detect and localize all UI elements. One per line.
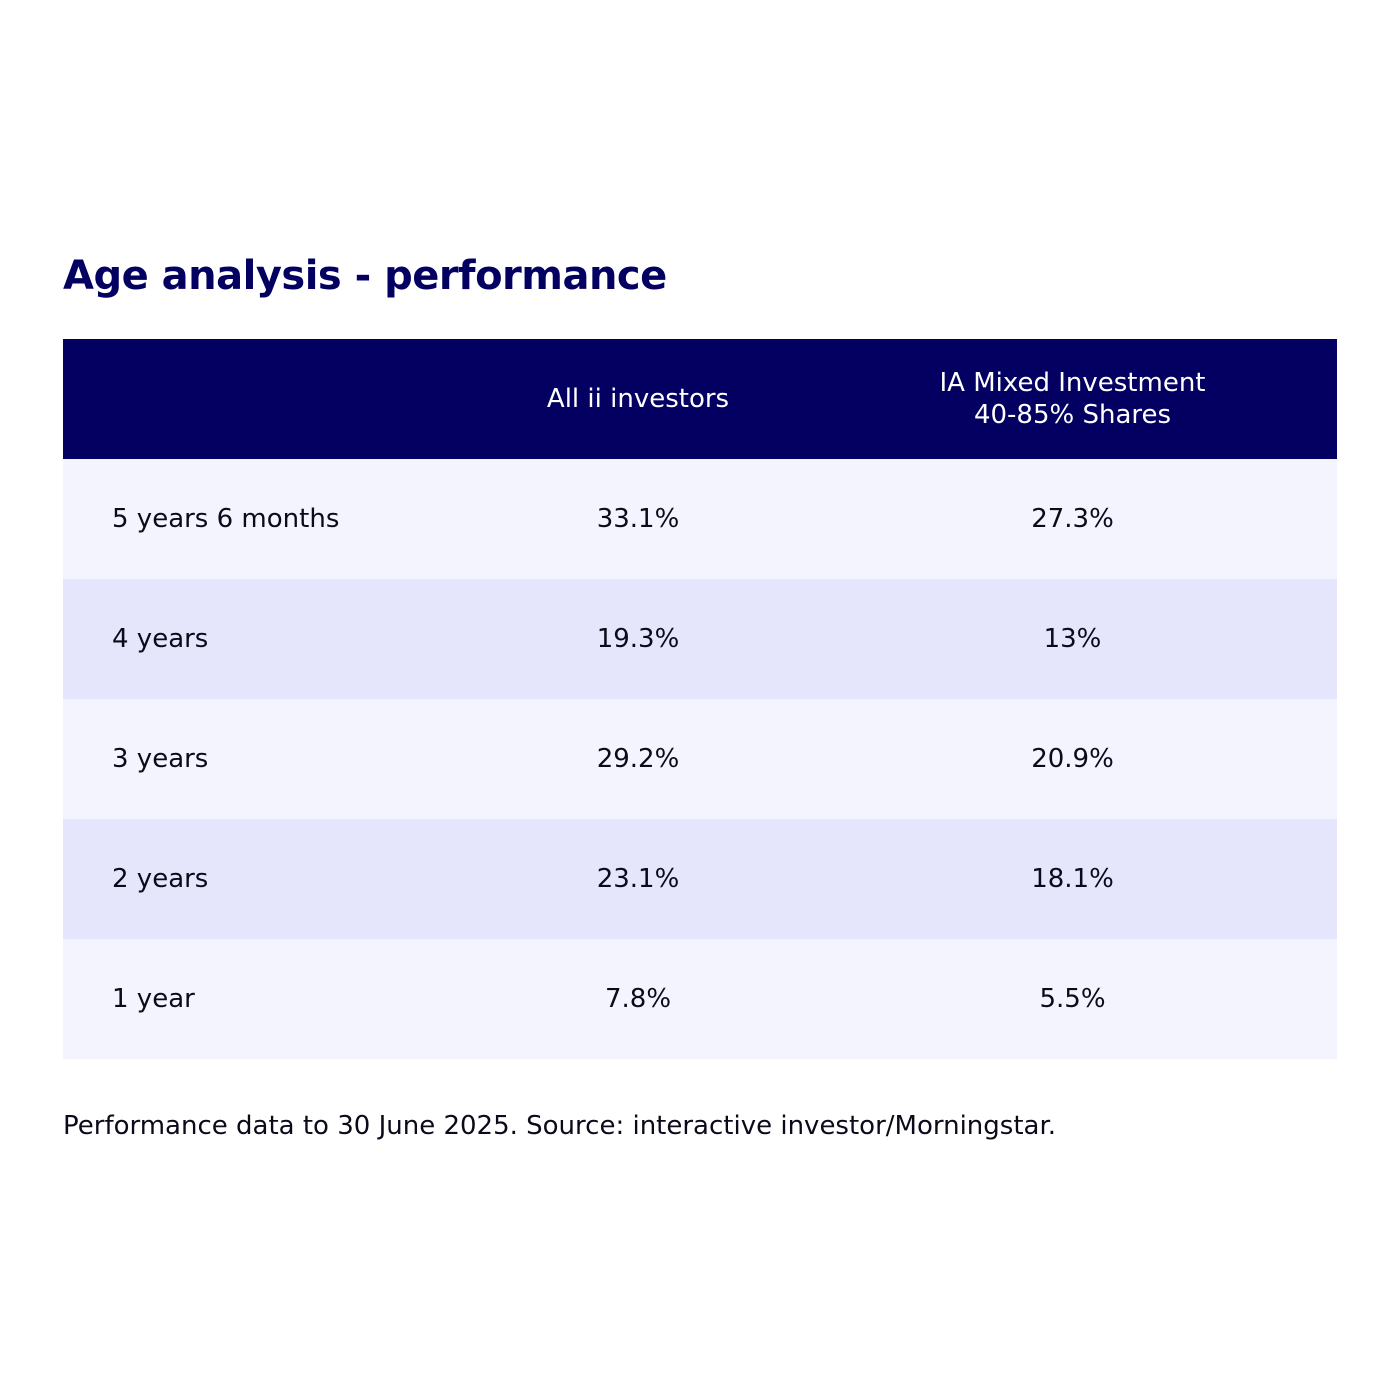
ia-mixed-value-cell: 18.1% <box>808 819 1337 939</box>
row-label-cell: 2 years <box>63 819 468 939</box>
row-label: 4 years <box>112 624 209 654</box>
ia-mixed-value: 27.3% <box>1031 504 1114 534</box>
all-ii-value: 23.1% <box>596 864 680 894</box>
row-label: 1 year <box>112 984 195 1014</box>
ia-mixed-value-cell: 13% <box>808 579 1337 699</box>
all-ii-value-cell: 33.1% <box>468 459 808 579</box>
ia-mixed-value: 5.5% <box>1039 984 1106 1014</box>
table-header-row: All ii investors IA Mixed Investment 40-… <box>63 339 1337 459</box>
row-label-cell: 3 years <box>63 699 468 819</box>
all-ii-value-cell: 7.8% <box>468 939 808 1059</box>
source-footnote: Performance data to 30 June 2025. Source… <box>63 1111 1057 1141</box>
all-ii-value-cell: 29.2% <box>468 699 808 819</box>
all-ii-value: 29.2% <box>596 744 680 774</box>
ia-mixed-value-cell: 27.3% <box>808 459 1337 579</box>
header-label-ia-mixed-investment: IA Mixed Investment 40-85% Shares <box>939 368 1206 430</box>
row-label: 3 years <box>112 744 209 774</box>
performance-table: All ii investors IA Mixed Investment 40-… <box>63 339 1337 1059</box>
all-ii-value-cell: 23.1% <box>468 819 808 939</box>
table-row: 1 year 7.8% 5.5% <box>63 939 1337 1059</box>
table-row: 2 years 23.1% 18.1% <box>63 819 1337 939</box>
page-title: Age analysis - performance <box>63 253 667 299</box>
ia-mixed-value: 18.1% <box>1031 864 1114 894</box>
row-label-cell: 4 years <box>63 579 468 699</box>
row-label: 5 years 6 months <box>112 504 340 534</box>
all-ii-value: 7.8% <box>604 984 672 1014</box>
header-label-all-ii-investors: All ii investors <box>546 384 730 414</box>
table-row: 3 years 29.2% 20.9% <box>63 699 1337 819</box>
row-label-cell: 5 years 6 months <box>63 459 468 579</box>
ia-mixed-value: 13% <box>1043 624 1102 654</box>
all-ii-value-cell: 19.3% <box>468 579 808 699</box>
ia-mixed-value-cell: 5.5% <box>808 939 1337 1059</box>
row-label-cell: 1 year <box>63 939 468 1059</box>
ia-mixed-value: 20.9% <box>1031 744 1114 774</box>
header-cell-blank <box>63 339 468 459</box>
header-cell-all-ii-investors: All ii investors <box>468 339 808 459</box>
ia-mixed-value-cell: 20.9% <box>808 699 1337 819</box>
all-ii-value: 19.3% <box>596 624 680 654</box>
row-label: 2 years <box>112 864 209 894</box>
header-cell-ia-mixed-investment: IA Mixed Investment 40-85% Shares <box>808 339 1337 459</box>
all-ii-value: 33.1% <box>596 504 680 534</box>
table-row: 4 years 19.3% 13% <box>63 579 1337 699</box>
table-row: 5 years 6 months 33.1% 27.3% <box>63 459 1337 579</box>
